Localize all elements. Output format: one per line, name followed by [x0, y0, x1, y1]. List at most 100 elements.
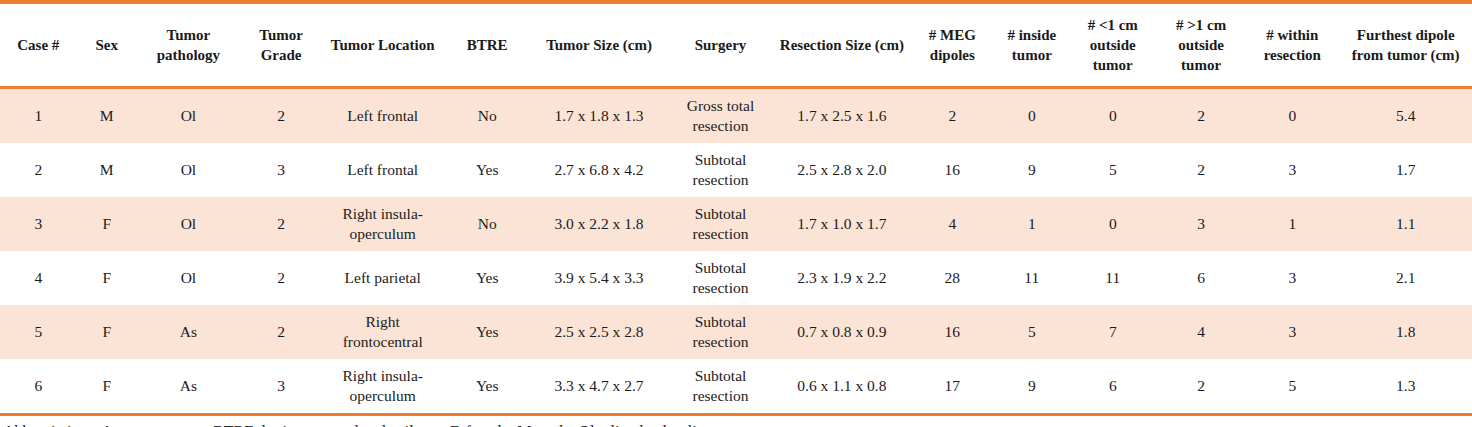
column-header-sex: Sex [77, 2, 137, 88]
column-header-inside-tumor: # inside tumor [995, 2, 1069, 88]
table-cell: Yes [443, 359, 531, 415]
table-cell: Left frontal [322, 88, 443, 144]
table-cell: Subtotal resection [667, 197, 774, 251]
table-cell: No [443, 197, 531, 251]
table-cell: Right frontocentral [322, 305, 443, 359]
table-cell: 2 [240, 197, 322, 251]
header-row: Case # Sex Tumor pathology Tumor Grade T… [0, 2, 1472, 88]
table-cell: 2 [910, 88, 995, 144]
table-cell: 3 [1245, 251, 1339, 305]
table-cell: As [137, 359, 240, 415]
table-cell: 2 [1157, 359, 1245, 415]
table-cell: 0.7 x 0.8 x 0.9 [774, 305, 909, 359]
table-cell: 9 [995, 359, 1069, 415]
table-row: 2MOl3Left frontalYes2.7 x 6.8 x 4.2Subto… [0, 143, 1472, 197]
table-cell: 5 [1069, 143, 1157, 197]
table-cell: 6 [1069, 359, 1157, 415]
table-cell: As [137, 305, 240, 359]
column-header-meg-dipoles: # MEG dipoles [910, 2, 995, 88]
table-cell: Subtotal resection [667, 143, 774, 197]
table-cell: Yes [443, 305, 531, 359]
table-row: 1MOl2Left frontalNo1.7 x 1.8 x 1.3Gross … [0, 88, 1472, 144]
table-cell: 4 [1157, 305, 1245, 359]
table-cell: 11 [995, 251, 1069, 305]
table-cell: 0.6 x 1.1 x 0.8 [774, 359, 909, 415]
table-cell: 2.7 x 6.8 x 4.2 [531, 143, 666, 197]
table-cell: 3 [0, 197, 77, 251]
table-cell: 6 [0, 359, 77, 415]
table-row: 4FOl2Left parietalYes3.9 x 5.4 x 3.3Subt… [0, 251, 1472, 305]
table-cell: 3 [240, 359, 322, 415]
table-cell: M [77, 88, 137, 144]
table-cell: Yes [443, 251, 531, 305]
table-cell: 6 [1157, 251, 1245, 305]
table-cell: 1.3 [1339, 359, 1472, 415]
table-cell: 0 [1245, 88, 1339, 144]
column-header-surgery: Surgery [667, 2, 774, 88]
column-header-furthest-dipole: Furthest dipole from tumor (cm) [1339, 2, 1472, 88]
column-header-case: Case # [0, 2, 77, 88]
table-cell: Yes [443, 143, 531, 197]
table-cell: 1.1 [1339, 197, 1472, 251]
column-header-tumor-size: Tumor Size (cm) [531, 2, 666, 88]
table-cell: Right insula-operculum [322, 197, 443, 251]
table-cell: 2.3 x 1.9 x 2.2 [774, 251, 909, 305]
table-cell: F [77, 359, 137, 415]
table-cell: Ol [137, 88, 240, 144]
table-cell: 4 [0, 251, 77, 305]
abbreviations-footnote: Abbreviations: As, astrocytoma. BTRE, br… [0, 416, 1472, 427]
column-header-grade: Tumor Grade [240, 2, 322, 88]
table-cell: 2 [1157, 143, 1245, 197]
table-cell: 2.1 [1339, 251, 1472, 305]
table-cell: No [443, 88, 531, 144]
table-cell: Subtotal resection [667, 251, 774, 305]
case-summary-table: Case # Sex Tumor pathology Tumor Grade T… [0, 0, 1472, 416]
column-header-resection-size: Resection Size (cm) [774, 2, 909, 88]
table-cell: 5 [0, 305, 77, 359]
table-cell: 2 [240, 88, 322, 144]
table-cell: 1.7 x 2.5 x 1.6 [774, 88, 909, 144]
paper-table-page: Case # Sex Tumor pathology Tumor Grade T… [0, 0, 1472, 427]
table-cell: F [77, 251, 137, 305]
table-cell: 2.5 x 2.8 x 2.0 [774, 143, 909, 197]
table-cell: 2 [240, 305, 322, 359]
table-cell: 3.0 x 2.2 x 1.8 [531, 197, 666, 251]
column-header-btre: BTRE [443, 2, 531, 88]
table-cell: 0 [1069, 88, 1157, 144]
table-cell: Left frontal [322, 143, 443, 197]
table-cell: 1 [995, 197, 1069, 251]
table-cell: 2.5 x 2.5 x 2.8 [531, 305, 666, 359]
table-cell: 7 [1069, 305, 1157, 359]
table-cell: 1 [1245, 197, 1339, 251]
column-header-within-resection: # within resection [1245, 2, 1339, 88]
table-cell: M [77, 143, 137, 197]
table-cell: 1.7 [1339, 143, 1472, 197]
table-row: 6FAs3Right insula-operculumYes3.3 x 4.7 … [0, 359, 1472, 415]
table-cell: 4 [910, 197, 995, 251]
table-cell: 3 [1157, 197, 1245, 251]
table-cell: 2 [1157, 88, 1245, 144]
table-cell: 9 [995, 143, 1069, 197]
table-cell: Gross total resection [667, 88, 774, 144]
table-cell: F [77, 197, 137, 251]
table-body: 1MOl2Left frontalNo1.7 x 1.8 x 1.3Gross … [0, 88, 1472, 415]
column-header-lt1cm-outside: # <1 cm outside tumor [1069, 2, 1157, 88]
table-cell: Subtotal resection [667, 359, 774, 415]
column-header-gt1cm-outside: # >1 cm outside tumor [1157, 2, 1245, 88]
table-cell: 3 [1245, 305, 1339, 359]
table-cell: 0 [995, 88, 1069, 144]
table-cell: 16 [910, 305, 995, 359]
table-cell: 3.9 x 5.4 x 3.3 [531, 251, 666, 305]
table-cell: 2 [240, 251, 322, 305]
table-cell: F [77, 305, 137, 359]
table-row: 5FAs2Right frontocentralYes2.5 x 2.5 x 2… [0, 305, 1472, 359]
table-cell: 1.8 [1339, 305, 1472, 359]
table-cell: 16 [910, 143, 995, 197]
table-cell: Right insula-operculum [322, 359, 443, 415]
table-cell: 5 [1245, 359, 1339, 415]
table-cell: 1.7 x 1.8 x 1.3 [531, 88, 666, 144]
table-cell: 3 [1245, 143, 1339, 197]
table-header: Case # Sex Tumor pathology Tumor Grade T… [0, 2, 1472, 88]
table-cell: Subtotal resection [667, 305, 774, 359]
table-cell: Ol [137, 251, 240, 305]
